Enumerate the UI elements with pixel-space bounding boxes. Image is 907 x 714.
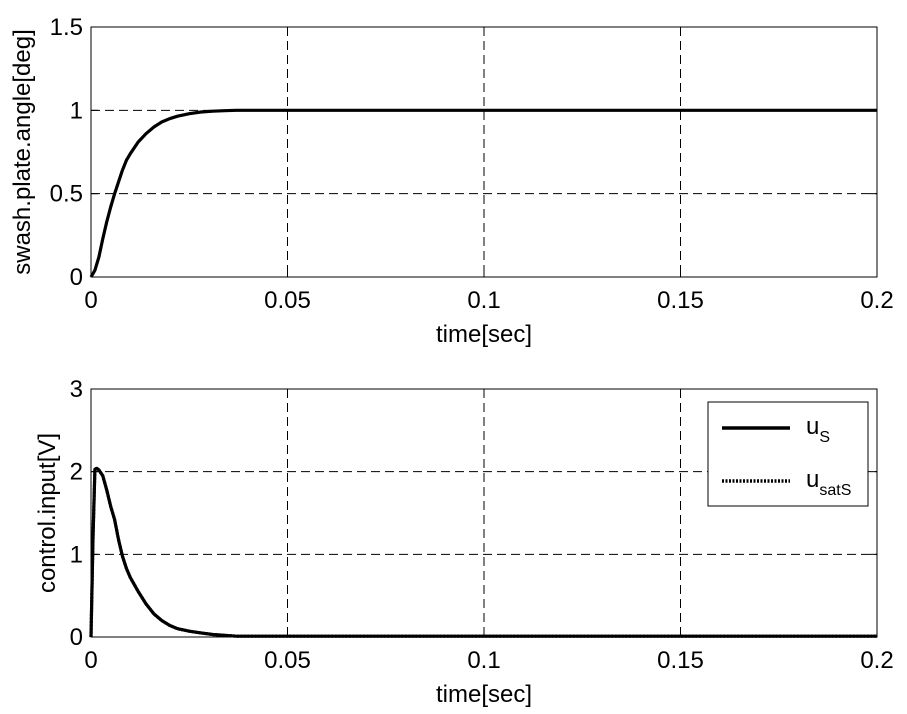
legend-entry-u-s: uS xyxy=(806,413,830,446)
legend-label-u-sats: u xyxy=(806,466,819,493)
y-tick-label: 2 xyxy=(70,459,83,486)
y-tick-label: 0 xyxy=(70,264,83,291)
legend-box xyxy=(707,401,869,507)
x-tick-label: 0.05 xyxy=(264,287,311,314)
bottom-y-axis-label: control.input[V] xyxy=(34,433,61,593)
top-x-axis-label: time[sec] xyxy=(436,321,532,348)
y-tick-label: 1.5 xyxy=(50,14,83,41)
x-tick-label: 0.1 xyxy=(467,287,500,314)
bottom-plot: 0 0.05 0.1 0.15 0.2 0 1 2 3 time[sec] control.in… xyxy=(34,376,894,708)
y-tick-label: 0.5 xyxy=(50,181,83,208)
bottom-plot-series xyxy=(89,466,877,638)
legend-label-u-s-subscript: S xyxy=(819,429,830,446)
x-tick-label: 0.2 xyxy=(860,647,893,674)
x-tick-label: 0 xyxy=(84,287,97,314)
series-line-0 xyxy=(89,108,877,278)
bottom-x-axis-label: time[sec] xyxy=(436,681,532,708)
series-line-u-sats xyxy=(89,466,877,638)
top-plot: 0 0.05 0.1 0.15 0.2 0 0.5 1 1.5 time[sec] swash.… xyxy=(9,14,894,348)
bottom-plot-frame xyxy=(90,388,878,638)
bottom-plot-grid xyxy=(91,389,877,637)
x-tick-label: 0.1 xyxy=(467,647,500,674)
top-y-axis-label: swash.plate.angle[deg] xyxy=(9,29,36,275)
y-tick-label: 0 xyxy=(70,624,83,651)
x-tick-label: 0 xyxy=(84,647,97,674)
y-tick-label: 1 xyxy=(70,97,83,124)
x-tick-label: 0.2 xyxy=(860,287,893,314)
top-plot-series xyxy=(89,108,877,278)
bottom-plot-ticks: 0 0.05 0.1 0.15 0.2 0 1 2 3 xyxy=(70,376,894,674)
top-plot-area xyxy=(91,27,877,277)
top-plot-ticks: 0 0.05 0.1 0.15 0.2 0 0.5 1 1.5 xyxy=(50,14,894,314)
x-tick-label: 0.05 xyxy=(264,647,311,674)
y-tick-label: 1 xyxy=(70,541,83,568)
top-plot-frame xyxy=(90,26,878,278)
x-tick-label: 0.15 xyxy=(657,647,704,674)
x-tick-label: 0.15 xyxy=(657,287,704,314)
legend: uS usatS xyxy=(707,401,869,507)
legend-label-u-sats-subscript: satS xyxy=(819,482,851,499)
legend-entry-u-sats: usatS xyxy=(806,466,851,499)
y-tick-label: 3 xyxy=(70,376,83,403)
legend-label-u-s: u xyxy=(806,413,819,440)
